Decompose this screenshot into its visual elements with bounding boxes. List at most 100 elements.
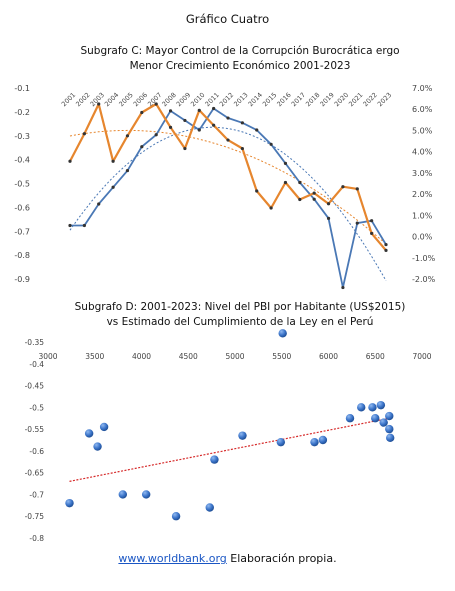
y-left-tick-label: -0.7 [14, 227, 30, 236]
y-tick-label: -0.65 [25, 469, 45, 478]
series-1-point [283, 161, 288, 165]
series-1-point [82, 223, 86, 228]
x-tick-label: 4000 [132, 352, 151, 361]
y-right-tick-label: 1.0% [412, 211, 433, 220]
series-2-point [255, 189, 259, 193]
y-tick-label: -0.6 [29, 447, 44, 456]
trendline [69, 417, 390, 482]
series-1-point [312, 197, 316, 201]
y-tick-label: -0.55 [25, 425, 45, 434]
x-tick-label: 6500 [366, 352, 385, 361]
series-1-point [140, 145, 144, 149]
figure-title: Gráfico Cuatro [185, 12, 270, 26]
y-left-tick-label: -0.9 [14, 275, 30, 284]
series-2-point [341, 185, 345, 189]
y-right-tick-label: 7.0% [412, 84, 433, 93]
scatter-point [357, 403, 366, 412]
series-2-point [384, 248, 388, 253]
series-2-point [240, 146, 244, 151]
series-2-point [355, 187, 359, 191]
series-1-point [97, 202, 101, 206]
series-1-point [168, 109, 173, 113]
x-tick-label: 5500 [272, 352, 291, 361]
y-tick-label: -0.5 [29, 403, 44, 412]
y-tick-label: -0.35 [25, 338, 45, 347]
scatter-point [238, 431, 247, 440]
scatter-point [385, 424, 394, 434]
scatter-point [171, 512, 181, 521]
y-left-tick-label: -0.4 [14, 156, 30, 165]
scatter-point [205, 503, 214, 512]
series-1-point [298, 180, 302, 185]
scatter-point [368, 403, 377, 412]
chart-c-title-line1: Subgrafo C: Mayor Control de la Corrupci… [80, 45, 400, 57]
series-1-point [154, 133, 158, 137]
chart-d-title: Subgrafo D: 2001-2023: Nivel del PBI por… [40, 300, 440, 330]
x-tick-label: 7000 [412, 352, 431, 361]
chart-c-title: Subgrafo C: Mayor Control de la Corrupci… [40, 44, 440, 74]
series-2-point [68, 159, 72, 163]
x-tick-label: 3000 [38, 352, 57, 361]
scatter-point [379, 418, 388, 427]
series-1-point [269, 142, 273, 146]
y-right-tick-label: 3.0% [412, 169, 433, 178]
y-tick-label: -0.7 [29, 490, 44, 499]
series-1-point [355, 221, 359, 225]
series-1-point [125, 168, 130, 173]
footer-link[interactable]: www.worldbank.org [118, 552, 227, 565]
series-1-point [197, 128, 201, 132]
series-2-point [111, 159, 115, 163]
series-2-point [140, 110, 144, 115]
y-left-tick-label: -0.1 [14, 84, 30, 93]
series-1-point [68, 223, 72, 228]
footer-text: Elaboración propia. [226, 552, 337, 565]
series-2-point [197, 108, 201, 112]
series-2-point [269, 206, 273, 210]
y-tick-label: -0.45 [25, 382, 45, 391]
scatter-point [65, 498, 74, 508]
scatter-point [371, 414, 380, 423]
series-1-point [384, 242, 388, 247]
series-1-point [341, 285, 345, 290]
scatter-point [99, 422, 109, 432]
scatter-point [93, 442, 102, 451]
scatter-point [118, 490, 128, 499]
y-left-tick-label: -0.2 [14, 108, 30, 117]
series-1-point [226, 116, 230, 120]
series-1-point [111, 185, 115, 189]
chart-d-title-line2: vs Estimado del Cumplimiento de la Ley e… [106, 316, 374, 328]
chart-d-title-line1: Subgrafo D: 2001-2023: Nivel del PBI por… [74, 301, 406, 313]
x-tick-label: 4500 [179, 352, 198, 361]
series-2-point [97, 102, 101, 106]
series-2-point [370, 231, 374, 236]
series-1-point [255, 128, 259, 132]
y-right-tick-label: -1.0% [412, 254, 436, 263]
scatter-point [385, 411, 394, 421]
series-1-point [370, 219, 374, 223]
series-1-point [240, 121, 244, 125]
y-right-tick-label: 6.0% [412, 105, 433, 114]
series-1-trendline [69, 126, 387, 281]
y-right-tick-label: 5.0% [412, 126, 433, 135]
series-2-point [283, 180, 288, 185]
y-tick-label: -0.75 [25, 512, 45, 521]
series-2-point [125, 134, 130, 138]
y-right-tick-label: 2.0% [412, 190, 433, 199]
series-2-point [82, 132, 86, 136]
x-tick-label: 5000 [225, 352, 244, 361]
y-left-tick-label: -0.8 [14, 251, 30, 260]
series-1-point [183, 118, 187, 123]
x-tick-label: 3500 [85, 352, 104, 361]
scatter-point [276, 437, 286, 447]
scatter-point [278, 329, 287, 338]
scatter-point [376, 400, 386, 410]
series-2-point [326, 202, 331, 206]
y-right-tick-label: 4.0% [412, 148, 433, 157]
scatter-point [310, 437, 319, 447]
chart-c-title-line2: Menor Crecimiento Económico 2001-2023 [129, 60, 351, 72]
series-2-point [168, 125, 173, 129]
y-right-tick-label: -2.0% [412, 275, 436, 284]
series-2-point [212, 123, 216, 127]
scatter-point [84, 429, 94, 438]
